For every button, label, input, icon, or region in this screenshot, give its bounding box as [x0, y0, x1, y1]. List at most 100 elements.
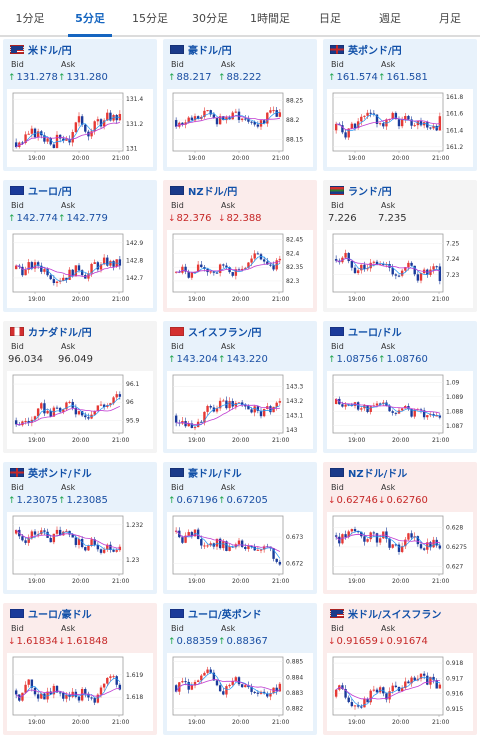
tab-0[interactable]: 1分足 — [15, 11, 45, 25]
currency-card[interactable]: ランド/円 Bid Ask 7.226 7.235 7.25 7.24 7.23 19:00 20… — [323, 180, 477, 312]
tab-6[interactable]: 週足 — [379, 11, 401, 25]
mini-chart[interactable]: 0.918 0.917 0.916 0.915 19:00 20:00 21:00 — [327, 653, 473, 731]
pair-name-link[interactable]: 英ポンド/ドル — [28, 468, 92, 480]
x-tick-label: 21:00 — [112, 296, 129, 303]
currency-card[interactable]: NZドル/円 Bid Ask ↓82.376 ↓82.388 82.45 82.4 82.35… — [163, 180, 317, 312]
candle-body — [93, 411, 96, 415]
bid-label: Bid — [11, 624, 24, 633]
candle-body — [187, 423, 190, 427]
bid-value: ↑1.23075 — [8, 495, 58, 506]
pair-name-link[interactable]: 米ドル/円 — [28, 45, 72, 57]
tab-7[interactable]: 月足 — [439, 11, 461, 25]
mini-chart[interactable]: 0.885 0.884 0.883 0.882 19:00 20:00 21:00 — [167, 653, 313, 731]
tab-5[interactable]: 日足 — [319, 11, 341, 25]
currency-card[interactable]: 英ポンド/ドル Bid Ask ↑1.23075 ↑1.23085 1.232 1.23 19… — [3, 462, 157, 594]
pair-name-link[interactable]: スイスフラン/円 — [188, 327, 262, 339]
mini-chart[interactable]: 142.9 142.8 142.7 19:00 20:00 21:00 — [7, 230, 153, 308]
currency-card[interactable]: ユーロ/豪ドル Bid Ask ↓1.61834 ↓1.61848 1.619 1.618 1… — [3, 603, 157, 735]
mini-chart[interactable]: 1.232 1.23 19:00 20:00 21:00 — [7, 512, 153, 590]
currency-card[interactable]: 英ポンド/円 Bid Ask ↑161.574 ↑161.581 161.8 161.6 16… — [323, 39, 477, 171]
candle-body — [278, 112, 282, 117]
currency-card[interactable]: ユーロ/ドル Bid Ask ↑1.08756 ↑1.08760 1.09 1.089 1.0… — [323, 321, 477, 453]
currency-card[interactable]: 豪ドル/ドル Bid Ask ↑0.67196 ↑0.67205 0.673 0.672 19… — [163, 462, 317, 594]
currency-card[interactable]: スイスフラン/円 Bid Ask ↑143.204 ↑143.220 143.3 143.2… — [163, 321, 317, 453]
candle-body — [269, 406, 272, 413]
pair-name-link[interactable]: NZドル/ドル — [348, 468, 408, 480]
mini-chart[interactable]: 88.25 88.2 88.15 19:00 20:00 21:00 — [167, 89, 313, 167]
currency-card[interactable]: NZドル/ドル Bid Ask ↓0.62746 ↓0.62760 0.628 0.6275… — [323, 462, 477, 594]
candle-body — [237, 677, 241, 685]
y-tick-label: 0.918 — [446, 660, 463, 667]
candle-body — [244, 546, 247, 549]
tab-1[interactable]: 5分足 — [60, 0, 120, 37]
currency-card[interactable]: 米ドル/円 Bid Ask ↑131.278 ↑131.280 131.4 131.2 131… — [3, 39, 157, 171]
candle-body — [375, 533, 379, 543]
candlestick-chart: 1.232 1.23 19:00 20:00 21:00 — [12, 515, 143, 585]
candle-body — [344, 132, 347, 138]
mini-chart[interactable]: 0.628 0.6275 0.627 19:00 20:00 21:00 — [327, 512, 473, 590]
x-tick-label: 20:00 — [232, 296, 249, 303]
candle-body — [62, 277, 65, 281]
candle-body — [426, 415, 429, 418]
mini-chart[interactable]: 161.8 161.6 161.4 161.2 19:00 20:00 21:00 — [327, 89, 473, 167]
y-tick-label: 142.8 — [126, 257, 143, 264]
candle-body — [382, 402, 385, 404]
currency-card[interactable]: ユーロ/英ポンド Bid Ask ↑0.88359 ↑0.88367 0.885 0.884… — [163, 603, 317, 735]
mini-chart[interactable]: 0.673 0.672 19:00 20:00 21:00 — [167, 512, 313, 590]
mini-chart[interactable]: 96.1 96 95.9 19:00 20:00 21:00 — [7, 371, 153, 449]
tab-2[interactable]: 15分足 — [132, 11, 168, 25]
candle-body — [193, 529, 197, 537]
mini-chart[interactable]: 7.25 7.24 7.23 19:00 20:00 21:00 — [327, 230, 473, 308]
pair-name-link[interactable]: ユーロ/ドル — [348, 327, 402, 339]
candle-body — [432, 414, 435, 416]
mini-chart[interactable]: 82.45 82.4 82.35 82.3 19:00 20:00 21:00 — [167, 230, 313, 308]
mini-chart[interactable]: 1.09 1.089 1.088 1.087 19:00 20:00 21:00 — [327, 371, 473, 449]
ask-value: 7.235 — [378, 213, 407, 224]
pair-name-link[interactable]: カナダドル/円 — [28, 327, 92, 339]
candle-body — [109, 403, 112, 406]
arrow-up-icon: ↑ — [8, 214, 16, 224]
currency-card[interactable]: カナダドル/円 Bid Ask 96.034 96.049 96.1 96 95.9 19:00… — [3, 321, 157, 453]
mini-chart[interactable]: 1.619 1.618 19:00 20:00 21:00 — [7, 653, 153, 731]
currency-card[interactable]: 豪ドル/円 Bid Ask ↑88.217 ↑88.222 88.25 88.2 88.15 1… — [163, 39, 317, 171]
candle-body — [87, 693, 90, 698]
candle-body — [115, 676, 118, 685]
x-tick-label: 20:00 — [72, 155, 89, 162]
pair-name-link[interactable]: ユーロ/円 — [28, 186, 72, 198]
bid-label: Bid — [11, 201, 24, 210]
card-header: ユーロ/円 — [10, 183, 72, 198]
ask-value: ↓0.62760 — [378, 495, 428, 506]
candle-body — [259, 549, 263, 551]
arrow-up-icon: ↑ — [168, 637, 176, 647]
pair-name-link[interactable]: ユーロ/豪ドル — [28, 609, 92, 621]
mini-chart[interactable]: 131.4 131.2 131 19:00 20:00 21:00 — [7, 89, 153, 167]
candle-body — [99, 549, 103, 553]
candle-body — [222, 400, 225, 402]
pair-name-link[interactable]: 豪ドル/円 — [188, 45, 232, 57]
pair-name-link[interactable]: 豪ドル/ドル — [188, 468, 242, 480]
pair-name-link[interactable]: 英ポンド/円 — [348, 45, 402, 57]
bid-price: 143.204 — [176, 354, 218, 365]
currency-card[interactable]: ユーロ/円 Bid Ask ↑142.774 ↑142.779 142.9 142.8 142… — [3, 180, 157, 312]
candlestick-chart: 143.3 143.2 143.1 143 19:00 20:00 21:00 — [172, 374, 303, 444]
candle-body — [115, 550, 118, 552]
candle-body — [366, 268, 369, 270]
currency-card[interactable]: 米ドル/スイスフラン Bid Ask ↓0.91659 ↓0.91674 0.918 0.9… — [323, 603, 477, 735]
pair-name-link[interactable]: ランド/円 — [348, 186, 392, 198]
ask-price: 0.88367 — [226, 636, 268, 647]
candle-body — [52, 685, 56, 695]
bid-value: ↑1.08756 — [328, 354, 378, 365]
candle-body — [240, 402, 244, 406]
candle-body — [382, 264, 385, 266]
pair-name-link[interactable]: ユーロ/英ポンド — [188, 609, 262, 621]
candle-body — [58, 407, 62, 412]
bid-price: 1.08756 — [336, 354, 378, 365]
pair-name-link[interactable]: 米ドル/スイスフラン — [348, 609, 442, 621]
mini-chart[interactable]: 143.3 143.2 143.1 143 19:00 20:00 21:00 — [167, 371, 313, 449]
pair-name-link[interactable]: NZドル/円 — [188, 186, 238, 198]
candle-body — [36, 694, 40, 699]
tab-3[interactable]: 30分足 — [192, 11, 228, 25]
card-header: 米ドル/スイスフラン — [330, 606, 442, 621]
candle-body — [206, 110, 209, 112]
tab-4[interactable]: 1時間足 — [250, 11, 290, 25]
